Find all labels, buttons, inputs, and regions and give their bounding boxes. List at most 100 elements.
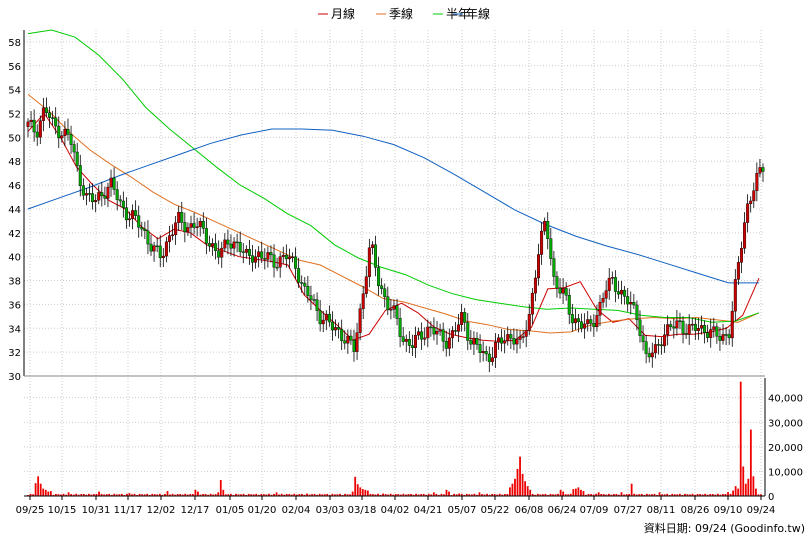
candle-body bbox=[275, 266, 279, 269]
volume-bar bbox=[496, 494, 499, 496]
volume-bar bbox=[547, 494, 549, 496]
volume-bar bbox=[559, 489, 562, 496]
candle-body bbox=[315, 299, 319, 311]
volume-bar bbox=[179, 494, 182, 496]
volume-bar bbox=[62, 493, 65, 496]
price-tick-label: 36 bbox=[8, 300, 21, 311]
volume-bar bbox=[123, 494, 126, 496]
x-tick-label: 10/15 bbox=[48, 505, 77, 516]
price-tick-label: 52 bbox=[8, 110, 21, 121]
volume-bar bbox=[749, 429, 752, 496]
candle-body bbox=[426, 326, 430, 339]
volume-bar bbox=[105, 494, 108, 496]
candle-body bbox=[127, 218, 131, 221]
candle-body bbox=[198, 221, 202, 227]
volume-bar bbox=[44, 489, 47, 496]
candle-body bbox=[656, 344, 660, 346]
candle-body bbox=[650, 352, 654, 358]
volume-tick-label: 20,000 bbox=[768, 443, 803, 454]
volume-bar bbox=[676, 494, 679, 496]
volume-bar bbox=[351, 491, 354, 496]
volume-bar bbox=[493, 494, 496, 496]
candle-body bbox=[186, 227, 190, 233]
candle-body bbox=[44, 107, 48, 113]
volume-bar bbox=[278, 494, 280, 496]
volume-bar bbox=[635, 494, 638, 496]
candle-body bbox=[395, 305, 399, 319]
candle-body bbox=[211, 243, 215, 247]
volume-bar bbox=[549, 493, 552, 496]
volume-bar bbox=[354, 476, 357, 496]
volume-bar bbox=[219, 480, 222, 496]
candle-body bbox=[407, 339, 411, 346]
volume-bar bbox=[118, 494, 121, 496]
candle-body bbox=[564, 288, 568, 296]
volume-bar bbox=[486, 493, 488, 496]
volume-bar bbox=[115, 494, 118, 496]
candle-body bbox=[755, 173, 759, 191]
volume-bar bbox=[689, 494, 691, 496]
volume-tick-label: 40,000 bbox=[768, 394, 803, 405]
candle-body bbox=[727, 334, 731, 339]
candle-body bbox=[561, 288, 565, 294]
volume-bar bbox=[273, 493, 275, 496]
candle-body bbox=[672, 326, 676, 329]
volume-bar bbox=[526, 486, 529, 496]
candle-body bbox=[38, 120, 42, 138]
volume-bar bbox=[468, 494, 471, 496]
candle-body bbox=[88, 193, 92, 195]
candle-body bbox=[121, 200, 125, 208]
x-tick-label: 09/25 bbox=[16, 505, 45, 516]
candle-body bbox=[663, 334, 667, 347]
candle-body bbox=[355, 332, 359, 352]
volume-bar bbox=[199, 494, 202, 496]
candle-body bbox=[134, 210, 138, 216]
volume-bar bbox=[262, 494, 265, 496]
candle-body bbox=[487, 353, 491, 362]
candle-body bbox=[758, 167, 762, 174]
legend: 月線 季線 半年 年線 bbox=[318, 6, 490, 21]
x-tick-label: 05/07 bbox=[448, 505, 477, 516]
candle-body bbox=[284, 254, 288, 260]
volume-bar bbox=[60, 494, 62, 496]
candle-body bbox=[521, 336, 525, 338]
volume-bar bbox=[585, 494, 587, 496]
volume-bar bbox=[194, 489, 197, 496]
candle-body bbox=[330, 321, 334, 331]
volume-bar bbox=[460, 493, 463, 496]
candle-body bbox=[703, 325, 707, 333]
candle-body bbox=[386, 296, 390, 310]
volume-bar bbox=[108, 493, 111, 496]
legend-label-yearly: 年線 bbox=[466, 6, 490, 21]
volume-bar bbox=[295, 494, 298, 496]
candle-body bbox=[207, 243, 211, 247]
volume-bar bbox=[443, 494, 445, 496]
volume-bar bbox=[280, 493, 283, 496]
volume-bar bbox=[176, 493, 179, 496]
volume-bar bbox=[714, 494, 717, 496]
volume-bar bbox=[600, 493, 603, 496]
candle-body bbox=[131, 210, 135, 219]
x-tick-label: 05/22 bbox=[481, 505, 510, 516]
ma-line bbox=[27, 128, 759, 284]
volume-bar bbox=[156, 494, 159, 496]
candle-body bbox=[438, 329, 442, 332]
volume-bar bbox=[214, 494, 217, 496]
candle-body bbox=[177, 212, 181, 223]
volume-bar bbox=[445, 489, 448, 496]
candle-body bbox=[549, 238, 553, 259]
volume-bar bbox=[491, 493, 494, 496]
candle-body bbox=[183, 222, 187, 233]
volume-bar bbox=[344, 493, 346, 496]
candle-body bbox=[278, 256, 282, 268]
x-tick-label: 03/18 bbox=[348, 505, 377, 516]
volume-bar bbox=[506, 494, 509, 496]
candle-body bbox=[48, 112, 52, 118]
legend-label-quarterly: 季線 bbox=[389, 6, 413, 21]
volume-bar bbox=[65, 494, 67, 496]
candle-body bbox=[660, 344, 664, 347]
volume-bar bbox=[623, 494, 625, 496]
volume-tick-label: 10,000 bbox=[768, 467, 803, 478]
candle-body bbox=[78, 165, 82, 186]
volume-bar bbox=[100, 493, 103, 496]
